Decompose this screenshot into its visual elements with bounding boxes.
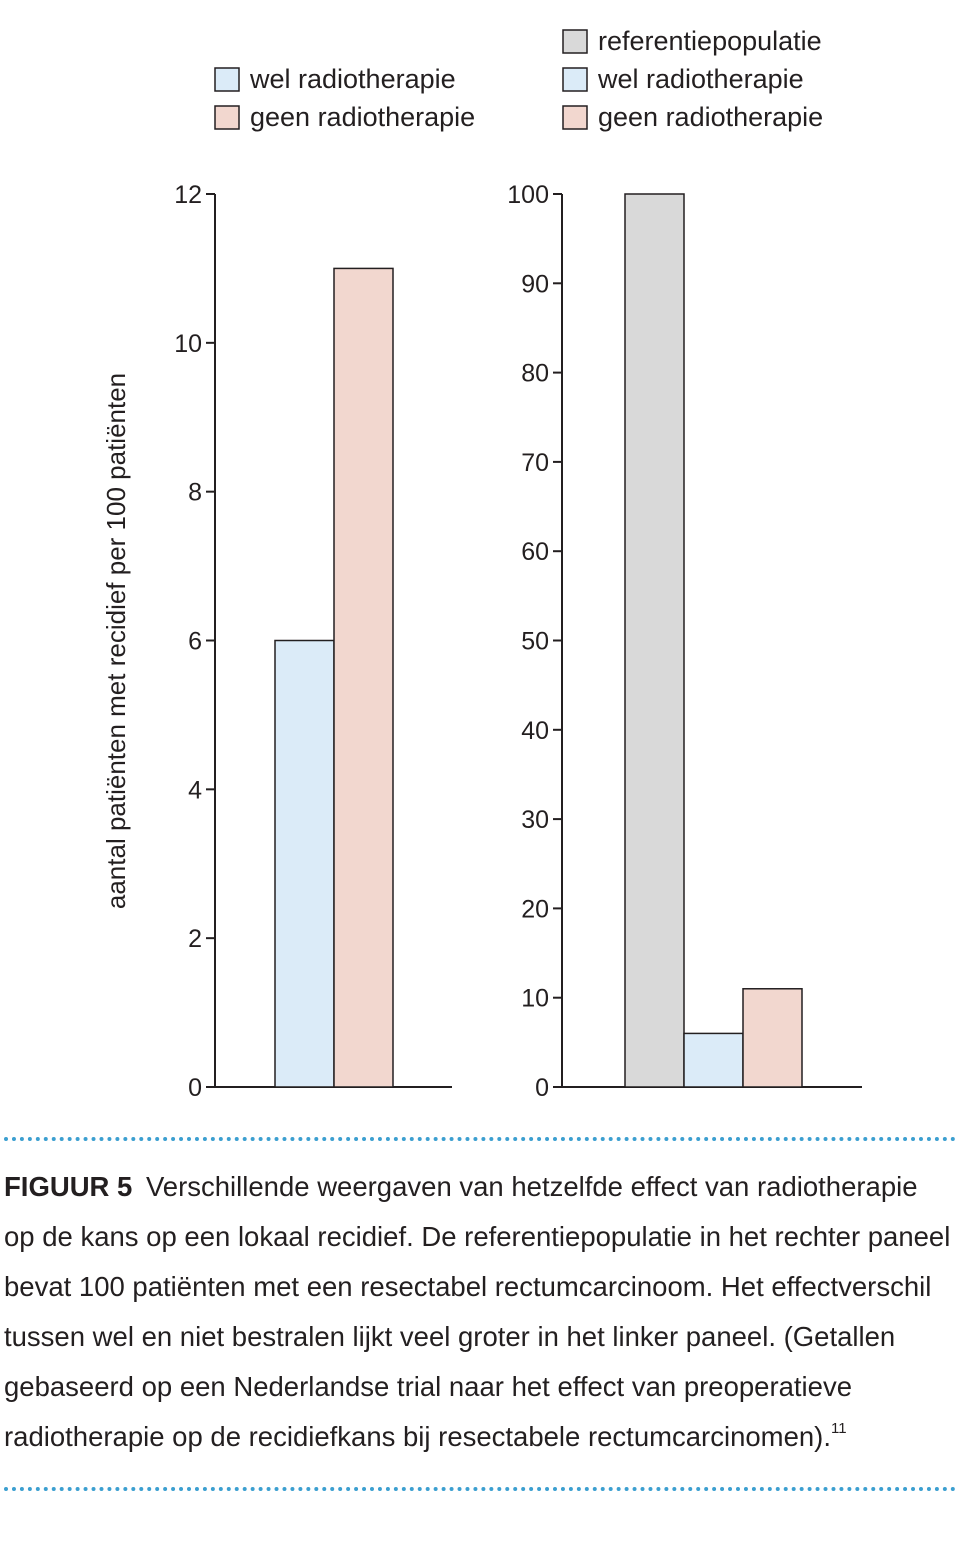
left-bar-chart: 0 2 4 6 8 10 12 <box>174 181 452 1102</box>
top-dotted-divider <box>4 1137 956 1141</box>
left-legend-label-wel-radiotherapie: wel radiotherapie <box>249 64 456 94</box>
right-legend-swatch-referentiepopulatie <box>562 29 588 54</box>
left-tick-label: 4 <box>188 776 202 804</box>
right-tick-label: 40 <box>521 717 549 745</box>
right-tick-label: 80 <box>521 360 549 388</box>
bottom-dotted-divider <box>4 1487 956 1491</box>
right-tick-label: 70 <box>521 449 549 477</box>
right-tick-label: 20 <box>521 895 549 923</box>
right-tick-label: 50 <box>521 628 549 656</box>
left-tick-label: 0 <box>188 1074 202 1102</box>
left-bar-wel-radiotherapie <box>274 639 335 1088</box>
left-tick-label: 10 <box>174 330 202 358</box>
left-legend: wel radiotherapie geen radiotherapie <box>214 64 475 132</box>
caption-reference: 11 <box>830 1420 847 1437</box>
right-legend-label-geen-radiotherapie: geen radiotherapie <box>598 102 823 132</box>
right-legend: referentiepopulatie wel radiotherapie geen… <box>562 26 823 132</box>
left-tick-label: 8 <box>188 479 202 507</box>
right-bar-chart: 0 10 20 30 40 50 60 70 80 90 100 <box>507 181 862 1102</box>
right-bar-referentiepopulatie <box>624 193 685 1088</box>
right-legend-label-wel-radiotherapie: wel radiotherapie <box>597 64 804 94</box>
left-tick-label: 12 <box>174 181 202 209</box>
right-bar-wel-radiotherapie <box>683 1032 744 1088</box>
right-bar-geen-radiotherapie <box>742 988 803 1088</box>
figure-caption: FIGUUR 5 Verschillende weergaven van het… <box>4 1162 952 1462</box>
y-axis-label: aantal patiënten met recidief per 100 pa… <box>101 373 131 909</box>
left-bar-geen-radiotherapie <box>333 267 394 1088</box>
right-tick-label: 100 <box>507 181 549 209</box>
right-tick-label: 60 <box>521 538 549 566</box>
right-legend-swatch-geen-radiotherapie <box>562 105 588 130</box>
caption-text: Verschillende weergaven van hetzelfde ef… <box>4 1171 951 1452</box>
left-legend-swatch-wel-radiotherapie <box>214 67 240 92</box>
right-legend-label-referentiepopulatie: referentiepopulatie <box>598 26 822 56</box>
right-legend-swatch-wel-radiotherapie <box>562 67 588 92</box>
right-tick-label: 30 <box>521 806 549 834</box>
caption-label: FIGUUR 5 <box>4 1171 133 1202</box>
left-tick-label: 2 <box>188 925 202 953</box>
left-tick-label: 6 <box>188 628 202 656</box>
right-tick-label: 10 <box>521 985 549 1013</box>
left-legend-swatch-geen-radiotherapie <box>214 105 240 130</box>
figure-chart: wel radiotherapie geen radiotherapie refe… <box>101 26 862 1102</box>
left-legend-label-geen-radiotherapie: geen radiotherapie <box>250 102 475 132</box>
right-tick-label: 90 <box>521 270 549 298</box>
right-tick-label: 0 <box>535 1074 549 1102</box>
